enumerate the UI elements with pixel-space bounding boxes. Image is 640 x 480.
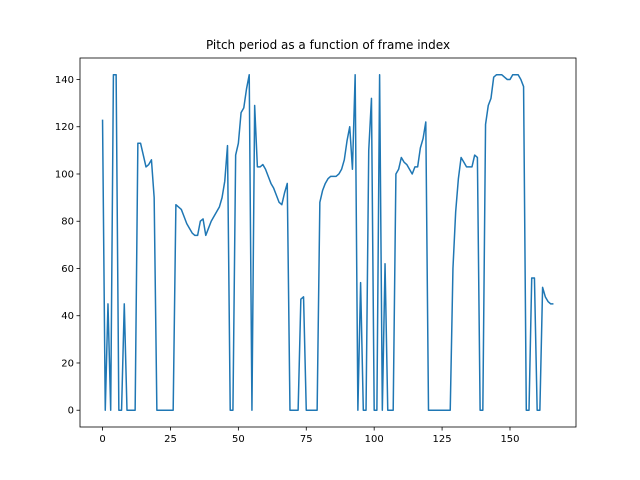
- y-tick-label: 80: [61, 217, 74, 228]
- y-tick-label: 20: [61, 358, 74, 369]
- x-tick-label: 25: [164, 434, 177, 445]
- x-tick-label: 150: [500, 434, 519, 445]
- y-tick-label: 40: [61, 311, 74, 322]
- plot-frame: [79, 57, 577, 428]
- y-tick-label: 140: [55, 75, 74, 86]
- chart-title: Pitch period as a function of frame inde…: [206, 38, 450, 52]
- x-tick-label: 0: [99, 434, 105, 445]
- x-tick-label: 125: [433, 434, 452, 445]
- y-tick-label: 100: [55, 169, 74, 180]
- y-tick-label: 120: [55, 122, 74, 133]
- x-tick-label: 75: [300, 434, 313, 445]
- y-tick-label: 60: [61, 264, 74, 275]
- x-tick-label: 100: [365, 434, 384, 445]
- data-line: [101, 74, 554, 411]
- y-tick-label: 0: [68, 406, 74, 417]
- x-tick-label: 50: [232, 434, 245, 445]
